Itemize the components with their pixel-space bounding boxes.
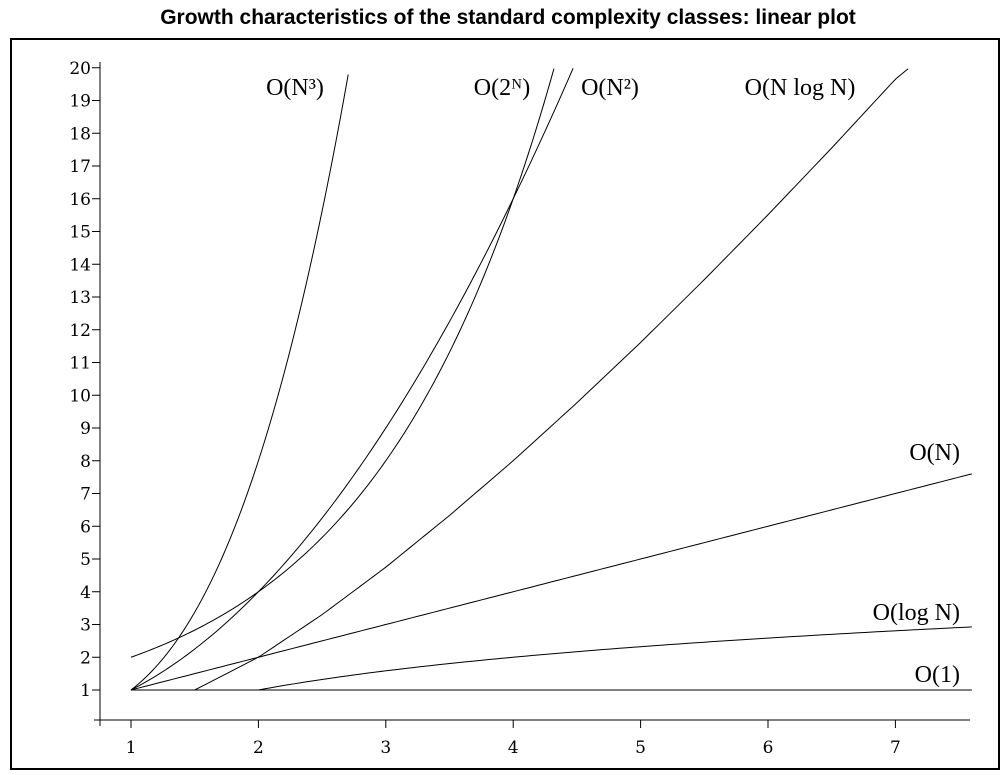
y-tick-label: 3	[80, 616, 91, 636]
series-label-5: O(log N)	[873, 600, 960, 626]
y-tick-label: 6	[80, 517, 91, 537]
plot-frame	[10, 38, 1000, 770]
x-tick-label: 2	[253, 738, 264, 758]
y-tick-label: 19	[69, 92, 91, 112]
y-tick-label: 1	[80, 681, 91, 701]
series-line-1	[130, 68, 555, 658]
x-tick-label: 3	[380, 738, 391, 758]
series-label-4: O(N)	[909, 440, 960, 466]
y-tick-label: 13	[69, 288, 91, 308]
series-label-1: O(2ᴺ)	[474, 75, 530, 101]
y-tick-label: 20	[69, 59, 91, 79]
x-tick-label: 7	[890, 738, 901, 758]
y-tick-label: 11	[69, 354, 91, 374]
y-tick-label: 16	[69, 190, 91, 210]
series-label-6: O(1)	[915, 662, 960, 688]
y-tick-label: 8	[80, 452, 91, 472]
series-line-3	[194, 68, 909, 691]
y-tick-label: 14	[69, 255, 91, 275]
y-tick-label: 10	[69, 386, 91, 406]
series-line-0	[130, 74, 349, 691]
y-tick-label: 17	[69, 157, 91, 177]
series-line-4	[130, 473, 972, 691]
y-tick-label: 2	[80, 648, 91, 668]
chart-title: Growth characteristics of the standard c…	[160, 6, 856, 29]
y-tick-label: 15	[69, 223, 91, 243]
series-line-5	[258, 626, 972, 691]
x-tick-label: 1	[126, 738, 137, 758]
y-tick-label: 4	[80, 583, 91, 603]
series-label-3: O(N log N)	[745, 75, 856, 101]
y-tick-label: 9	[80, 419, 91, 439]
series-label-0: O(N³)	[266, 75, 324, 101]
series-label-2: O(N²)	[581, 75, 639, 101]
y-tick-label: 18	[69, 124, 91, 144]
x-tick-label: 6	[763, 738, 774, 758]
y-tick-label: 5	[80, 550, 91, 570]
y-tick-label: 7	[80, 485, 91, 505]
series-line-2	[130, 68, 574, 691]
x-tick-label: 4	[508, 738, 519, 758]
x-tick-label: 5	[635, 738, 646, 758]
y-tick-label: 12	[69, 321, 91, 341]
